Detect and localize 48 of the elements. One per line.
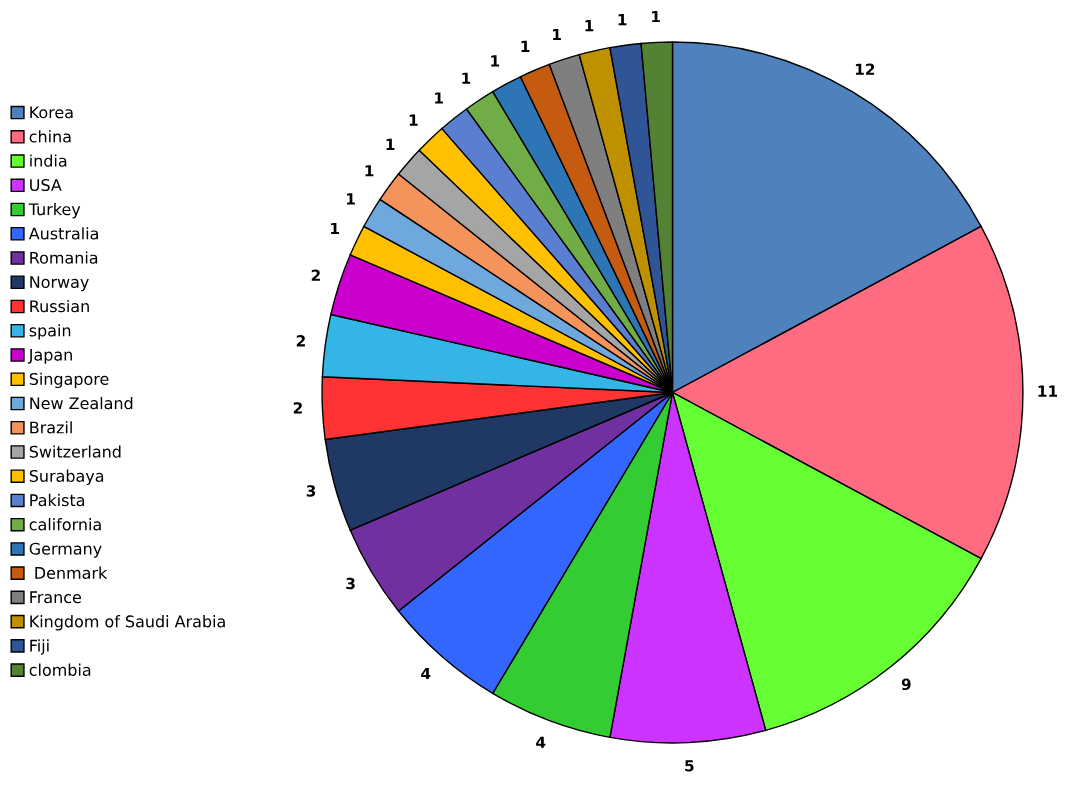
data-label: 11 bbox=[1038, 385, 1058, 397]
data-label: 4 bbox=[536, 736, 546, 748]
legend-label: Turkey bbox=[28, 202, 81, 219]
data-label: 3 bbox=[306, 485, 316, 497]
legend-label: Kingdom of Saudi Arabia bbox=[30, 615, 225, 631]
legend-label: Singapore bbox=[29, 372, 109, 389]
data-label: 12 bbox=[855, 63, 875, 75]
legend-label: china bbox=[29, 130, 71, 143]
data-label: 1 bbox=[585, 20, 594, 32]
legend-label: Norway bbox=[30, 276, 89, 292]
data-label: 3 bbox=[346, 577, 355, 590]
legend-label: USA bbox=[30, 178, 62, 192]
data-label: 1 bbox=[618, 13, 627, 26]
legend-label: Germany bbox=[29, 542, 102, 558]
data-label: 1 bbox=[553, 28, 561, 41]
data-label: 1 bbox=[435, 92, 443, 104]
data-label: 2 bbox=[296, 335, 305, 347]
data-label: 4 bbox=[421, 667, 431, 680]
legend-label: Romania bbox=[30, 251, 98, 264]
data-label: 5 bbox=[685, 760, 694, 772]
legend-label: Pakista bbox=[30, 493, 85, 507]
legend-label: Fiji bbox=[30, 639, 49, 655]
legend-label: Surabaya bbox=[29, 469, 104, 486]
legend-label: spain bbox=[29, 324, 71, 340]
legend-label: Korea bbox=[30, 106, 73, 119]
legend-label: France bbox=[30, 591, 82, 604]
data-label: 1 bbox=[652, 10, 660, 23]
legend-label: New Zealand bbox=[30, 396, 133, 410]
data-label: 1 bbox=[386, 138, 395, 150]
data-label: 1 bbox=[347, 193, 355, 205]
data-label: 2 bbox=[311, 269, 320, 281]
data-label: 1 bbox=[521, 40, 530, 52]
legend-label: Switzerland bbox=[29, 445, 121, 458]
data-label: 1 bbox=[462, 72, 471, 84]
legend-label: india bbox=[30, 154, 67, 167]
legend-label: clombia bbox=[29, 663, 91, 676]
legend-label: Australia bbox=[28, 227, 98, 240]
data-label: 2 bbox=[293, 402, 302, 414]
data-label: 1 bbox=[331, 222, 339, 235]
legend-label: Russian bbox=[30, 299, 89, 313]
legend-label: Brazil bbox=[30, 421, 72, 434]
data-label: 1 bbox=[491, 55, 500, 67]
data-label: 1 bbox=[365, 165, 374, 177]
legend-label: california bbox=[29, 518, 101, 531]
data-label: 1 bbox=[409, 114, 418, 126]
legend-label: Japan bbox=[27, 348, 72, 364]
legend-label: Denmark bbox=[35, 566, 108, 579]
data-label: 9 bbox=[901, 678, 911, 691]
